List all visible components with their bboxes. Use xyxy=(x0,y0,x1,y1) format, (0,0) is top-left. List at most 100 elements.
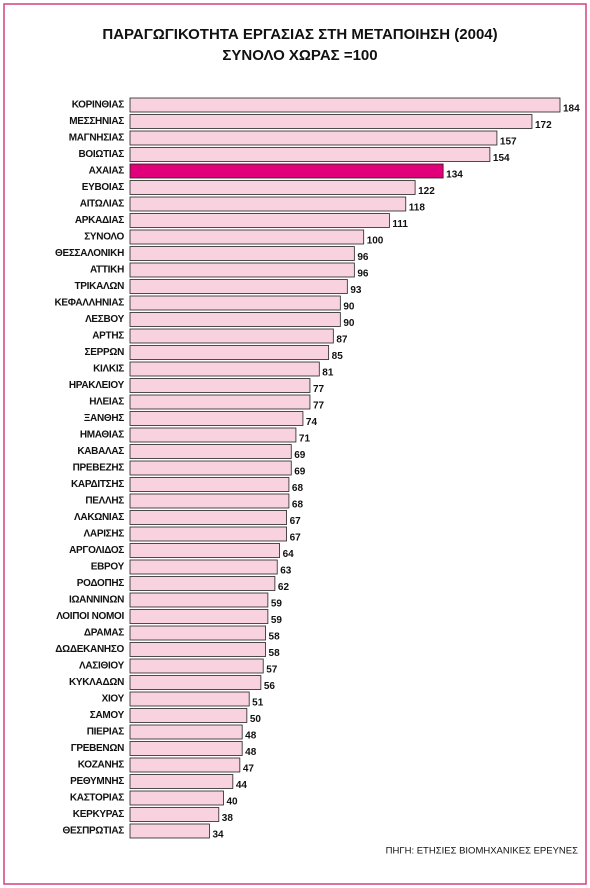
bar xyxy=(129,592,269,608)
category-label: ΗΡΑΚΛΕΙΟΥ xyxy=(69,380,125,391)
value-label: 34 xyxy=(212,830,224,841)
value-label: 100 xyxy=(367,236,384,247)
bar xyxy=(129,246,355,261)
bar xyxy=(129,180,416,195)
value-label: 96 xyxy=(357,252,369,263)
bar xyxy=(129,724,243,740)
value-label: 58 xyxy=(269,632,281,643)
value-label: 56 xyxy=(264,681,276,692)
bar xyxy=(129,378,311,393)
value-label: 184 xyxy=(563,104,580,115)
value-label: 47 xyxy=(243,764,255,775)
category-label: ΙΩΑΝΝΙΝΩΝ xyxy=(69,595,124,606)
bar xyxy=(129,295,341,311)
bar xyxy=(129,130,498,146)
value-label: 68 xyxy=(292,483,304,494)
bar xyxy=(129,328,334,344)
bar xyxy=(129,460,292,476)
bar xyxy=(129,543,280,558)
bar xyxy=(129,361,320,377)
bar xyxy=(129,147,491,162)
value-label: 172 xyxy=(535,120,552,131)
category-label: ΛΑΡΙΣΗΣ xyxy=(84,529,125,540)
value-label: 81 xyxy=(322,368,334,379)
value-label: 87 xyxy=(336,335,348,346)
bar xyxy=(129,658,264,674)
bar xyxy=(129,576,276,591)
chart-subtitle: ΣΥΝΟΛΟ ΧΩΡΑΣ =100 xyxy=(222,47,377,64)
bar xyxy=(129,345,330,360)
value-label: 90 xyxy=(343,302,355,313)
value-label: 59 xyxy=(271,599,283,610)
value-label: 77 xyxy=(313,401,325,412)
value-label: 40 xyxy=(226,797,238,808)
value-label: 111 xyxy=(392,219,408,230)
bar xyxy=(129,609,269,624)
value-label: 51 xyxy=(252,698,264,709)
category-label: ΠΡΕΒΕΖΗΣ xyxy=(73,463,125,474)
value-label: 154 xyxy=(493,153,510,164)
bar xyxy=(129,163,444,179)
value-label: 134 xyxy=(446,170,463,181)
bar xyxy=(129,411,304,426)
category-label: ΗΛΕΙΑΣ xyxy=(89,397,124,408)
bar xyxy=(129,691,250,707)
chart-title: ΠΑΡΑΓΩΓΙΚΟΤΗΤΑ ΕΡΓΑΣΙΑΣ ΣΤΗ ΜΕΤΑΠΟΙΗΣΗ (… xyxy=(102,26,497,43)
category-label: ΛΕΣΒΟΥ xyxy=(85,314,125,325)
bar xyxy=(129,444,292,459)
value-label: 58 xyxy=(269,648,281,659)
value-label: 93 xyxy=(350,285,362,296)
category-label: ΛΑΚΩΝΙΑΣ xyxy=(74,512,124,523)
bar xyxy=(129,823,210,839)
category-label: ΚΟΖΑΝΗΣ xyxy=(78,760,125,771)
bar xyxy=(129,526,287,542)
category-label: ΚΕΦΑΛΛΗΝΙΑΣ xyxy=(54,298,124,309)
bar xyxy=(129,757,241,773)
source-note: ΠΗΓΗ: ΕΤΗΣΙΕΣ ΒΙΟΜΗΧΑΝΙΚΕΣ ΕΡΕΥΝΕΣ xyxy=(386,846,578,857)
category-label: ΜΕΣΣΗΝΙΑΣ xyxy=(69,116,124,127)
value-label: 68 xyxy=(292,500,304,511)
category-label: ΚΥΚΛΑΔΩΝ xyxy=(69,677,124,688)
bar xyxy=(129,708,248,723)
category-label: ΑΡΓΟΛΙΔΟΣ xyxy=(69,545,124,556)
category-label: ΘΕΣΣΑΛΟΝΙΚΗ xyxy=(55,248,124,259)
value-label: 67 xyxy=(290,516,302,527)
value-label: 96 xyxy=(357,269,369,280)
bar xyxy=(129,229,365,245)
value-label: 74 xyxy=(306,417,318,428)
bar xyxy=(129,196,407,212)
category-label: ΚΑΣΤΟΡΙΑΣ xyxy=(70,793,124,804)
category-label: ΡΕΘΥΜΝΗΣ xyxy=(70,776,124,787)
bar xyxy=(129,312,341,327)
value-label: 67 xyxy=(290,533,302,544)
category-label: ΣΕΡΡΩΝ xyxy=(85,347,125,358)
value-label: 85 xyxy=(332,351,344,362)
value-label: 59 xyxy=(271,615,283,626)
category-label: ΔΩΔΕΚΑΝΗΣΟ xyxy=(55,644,124,655)
bar xyxy=(129,477,290,492)
value-label: 62 xyxy=(278,582,290,593)
bar xyxy=(129,559,278,575)
bar xyxy=(129,279,348,294)
bar xyxy=(129,394,311,410)
value-label: 157 xyxy=(500,137,517,148)
bar xyxy=(129,510,287,525)
bar xyxy=(129,675,262,690)
value-label: 118 xyxy=(409,203,426,214)
value-label: 69 xyxy=(294,450,306,461)
value-label: 64 xyxy=(283,549,295,560)
value-label: 44 xyxy=(236,780,248,791)
category-label: ΛΟΙΠΟΙ ΝΟΜΟΙ xyxy=(56,611,124,622)
value-label: 48 xyxy=(245,731,257,742)
bar xyxy=(129,642,266,657)
frame xyxy=(3,3,587,885)
category-label: ΛΑΣΙΘΙΟΥ xyxy=(79,661,125,672)
category-label: ΚΕΡΚΥΡΑΣ xyxy=(73,809,125,820)
category-label: ΚΑΡΔΙΤΣΗΣ xyxy=(71,479,124,490)
category-label: ΗΜΑΘΙΑΣ xyxy=(80,430,124,441)
category-label: ΡΟΔΟΠΗΣ xyxy=(77,578,125,589)
category-label: ΚΑΒΑΛΑΣ xyxy=(77,446,124,457)
category-label: ΧΙΟΥ xyxy=(102,694,125,705)
category-label: ΑΡΚΑΔΙΑΣ xyxy=(75,215,124,226)
bar xyxy=(129,493,290,509)
